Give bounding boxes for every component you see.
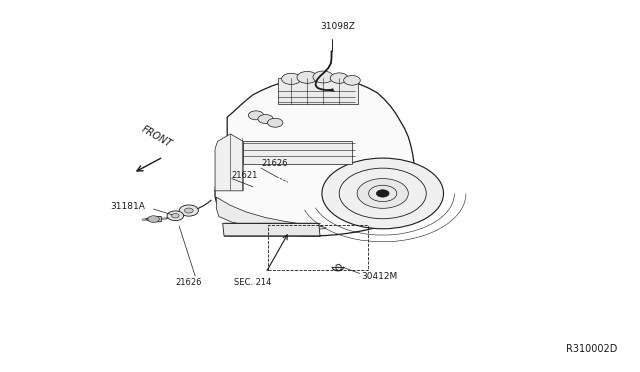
Text: 21621: 21621 [232,171,258,180]
Polygon shape [336,264,341,271]
Text: SEC. 214: SEC. 214 [234,278,271,287]
Circle shape [172,214,179,218]
Polygon shape [223,223,320,236]
Circle shape [376,190,389,197]
Polygon shape [243,141,352,164]
Polygon shape [216,197,326,230]
Circle shape [179,205,198,216]
Polygon shape [215,134,243,191]
Circle shape [322,158,444,229]
Polygon shape [146,217,161,222]
Text: 31098Z: 31098Z [321,22,355,31]
Circle shape [167,211,184,221]
Polygon shape [215,77,415,236]
Text: R310002D: R310002D [566,344,618,354]
Text: 21626: 21626 [261,159,287,168]
Circle shape [330,73,348,83]
Text: FRONT: FRONT [140,124,173,150]
Circle shape [148,216,159,222]
Polygon shape [278,78,358,104]
Circle shape [313,71,333,83]
Circle shape [268,118,283,127]
Circle shape [248,111,264,120]
Text: 21626: 21626 [175,278,202,287]
Circle shape [357,179,408,208]
Circle shape [297,71,317,83]
Circle shape [184,208,193,213]
Circle shape [344,76,360,85]
Text: 30412M: 30412M [362,272,398,280]
Circle shape [258,115,273,124]
Text: 31181A: 31181A [110,202,145,211]
Circle shape [282,73,301,84]
